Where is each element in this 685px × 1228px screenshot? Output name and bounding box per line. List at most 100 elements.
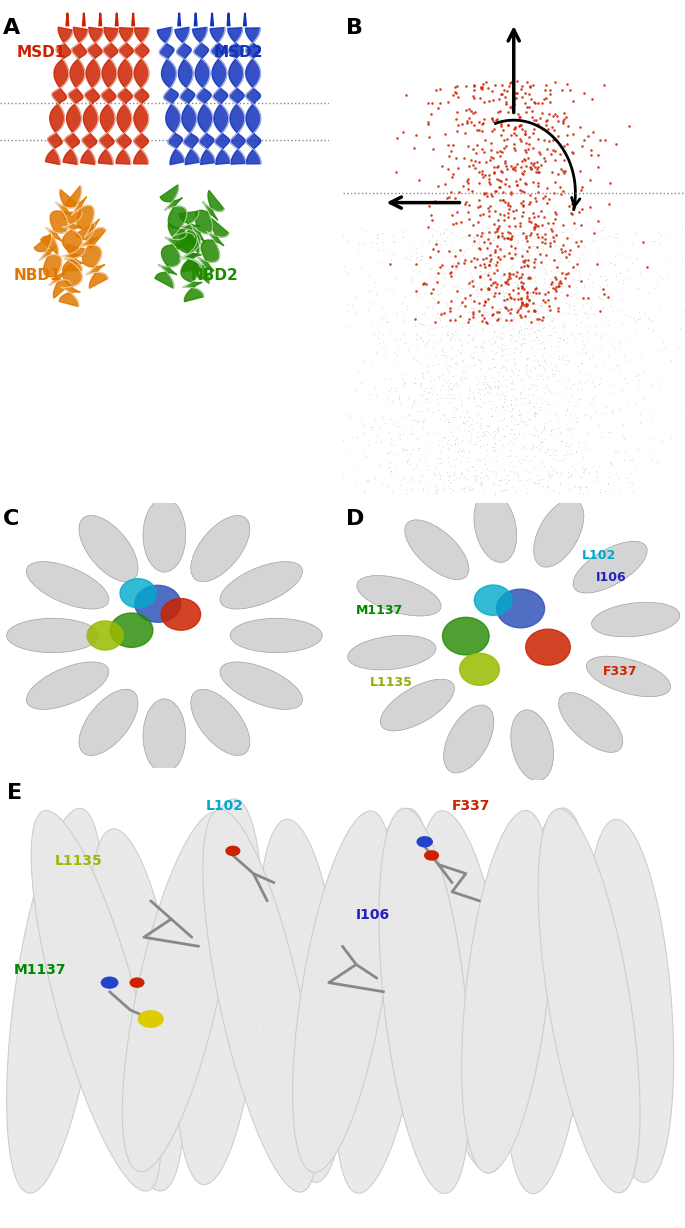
Point (450, 430, 461, 449)
Point (462, 239, 473, 259)
Point (636, 348, 647, 367)
Point (511, 225, 522, 244)
Point (416, 395, 427, 415)
Point (511, 84, 522, 103)
Point (459, 248, 470, 268)
Point (661, 248, 672, 268)
Point (532, 129, 543, 149)
Point (482, 187, 493, 206)
Point (399, 469, 410, 489)
Point (553, 370, 564, 389)
Point (532, 173, 543, 193)
Point (502, 115, 513, 135)
Point (595, 483, 606, 502)
Point (464, 480, 475, 500)
Point (576, 177, 587, 196)
Point (553, 484, 564, 503)
Point (489, 308, 500, 328)
Point (525, 244, 536, 264)
Point (590, 376, 601, 395)
Point (584, 171, 595, 190)
Point (423, 456, 434, 475)
Point (504, 424, 515, 443)
Point (523, 243, 534, 263)
Point (428, 339, 439, 359)
Point (563, 445, 574, 464)
Point (566, 204, 577, 223)
Point (460, 362, 471, 382)
Point (653, 368, 664, 388)
Point (432, 394, 443, 414)
Point (477, 375, 488, 394)
Point (477, 303, 488, 323)
Point (391, 162, 402, 182)
Point (441, 193, 452, 212)
Point (443, 264, 454, 284)
Point (479, 308, 490, 328)
Point (521, 102, 532, 122)
Point (413, 438, 424, 458)
Point (493, 302, 504, 322)
Point (541, 476, 552, 496)
Point (429, 463, 440, 483)
Point (510, 238, 521, 258)
Point (584, 198, 595, 217)
Point (501, 350, 512, 370)
Point (342, 231, 353, 251)
Point (510, 410, 521, 430)
Point (434, 284, 445, 303)
Polygon shape (155, 223, 187, 289)
Point (478, 437, 489, 457)
Point (571, 278, 582, 297)
Point (505, 452, 516, 472)
Point (552, 409, 563, 429)
Point (545, 410, 556, 430)
Point (398, 307, 409, 327)
Point (436, 255, 447, 275)
Point (543, 301, 553, 321)
Point (486, 275, 497, 295)
Point (647, 443, 658, 463)
Point (469, 343, 480, 362)
Ellipse shape (7, 808, 103, 1194)
Point (473, 300, 484, 319)
Point (494, 282, 505, 302)
Point (353, 243, 364, 263)
Point (530, 437, 541, 457)
Point (475, 474, 486, 494)
Point (444, 393, 455, 413)
Point (594, 375, 605, 394)
Point (395, 394, 406, 414)
Point (449, 308, 460, 328)
Point (510, 200, 521, 220)
Point (516, 264, 527, 284)
Point (488, 162, 499, 182)
Point (614, 333, 625, 352)
Ellipse shape (143, 499, 186, 572)
Point (501, 228, 512, 248)
Point (433, 98, 444, 118)
Point (556, 266, 566, 286)
Point (556, 262, 567, 281)
Point (534, 225, 545, 244)
Point (465, 346, 476, 366)
Point (484, 314, 495, 334)
Ellipse shape (462, 810, 552, 1173)
Point (439, 230, 450, 249)
Point (449, 246, 460, 265)
Point (559, 448, 570, 468)
Point (558, 446, 569, 465)
Point (460, 195, 471, 215)
Point (543, 119, 554, 139)
Point (355, 411, 366, 431)
Point (413, 287, 424, 307)
Point (520, 124, 531, 144)
Point (579, 303, 590, 323)
Point (484, 377, 495, 397)
Point (549, 150, 560, 169)
Point (519, 233, 530, 253)
Point (495, 205, 506, 225)
Point (492, 169, 503, 189)
Circle shape (425, 851, 438, 860)
Point (406, 478, 417, 497)
